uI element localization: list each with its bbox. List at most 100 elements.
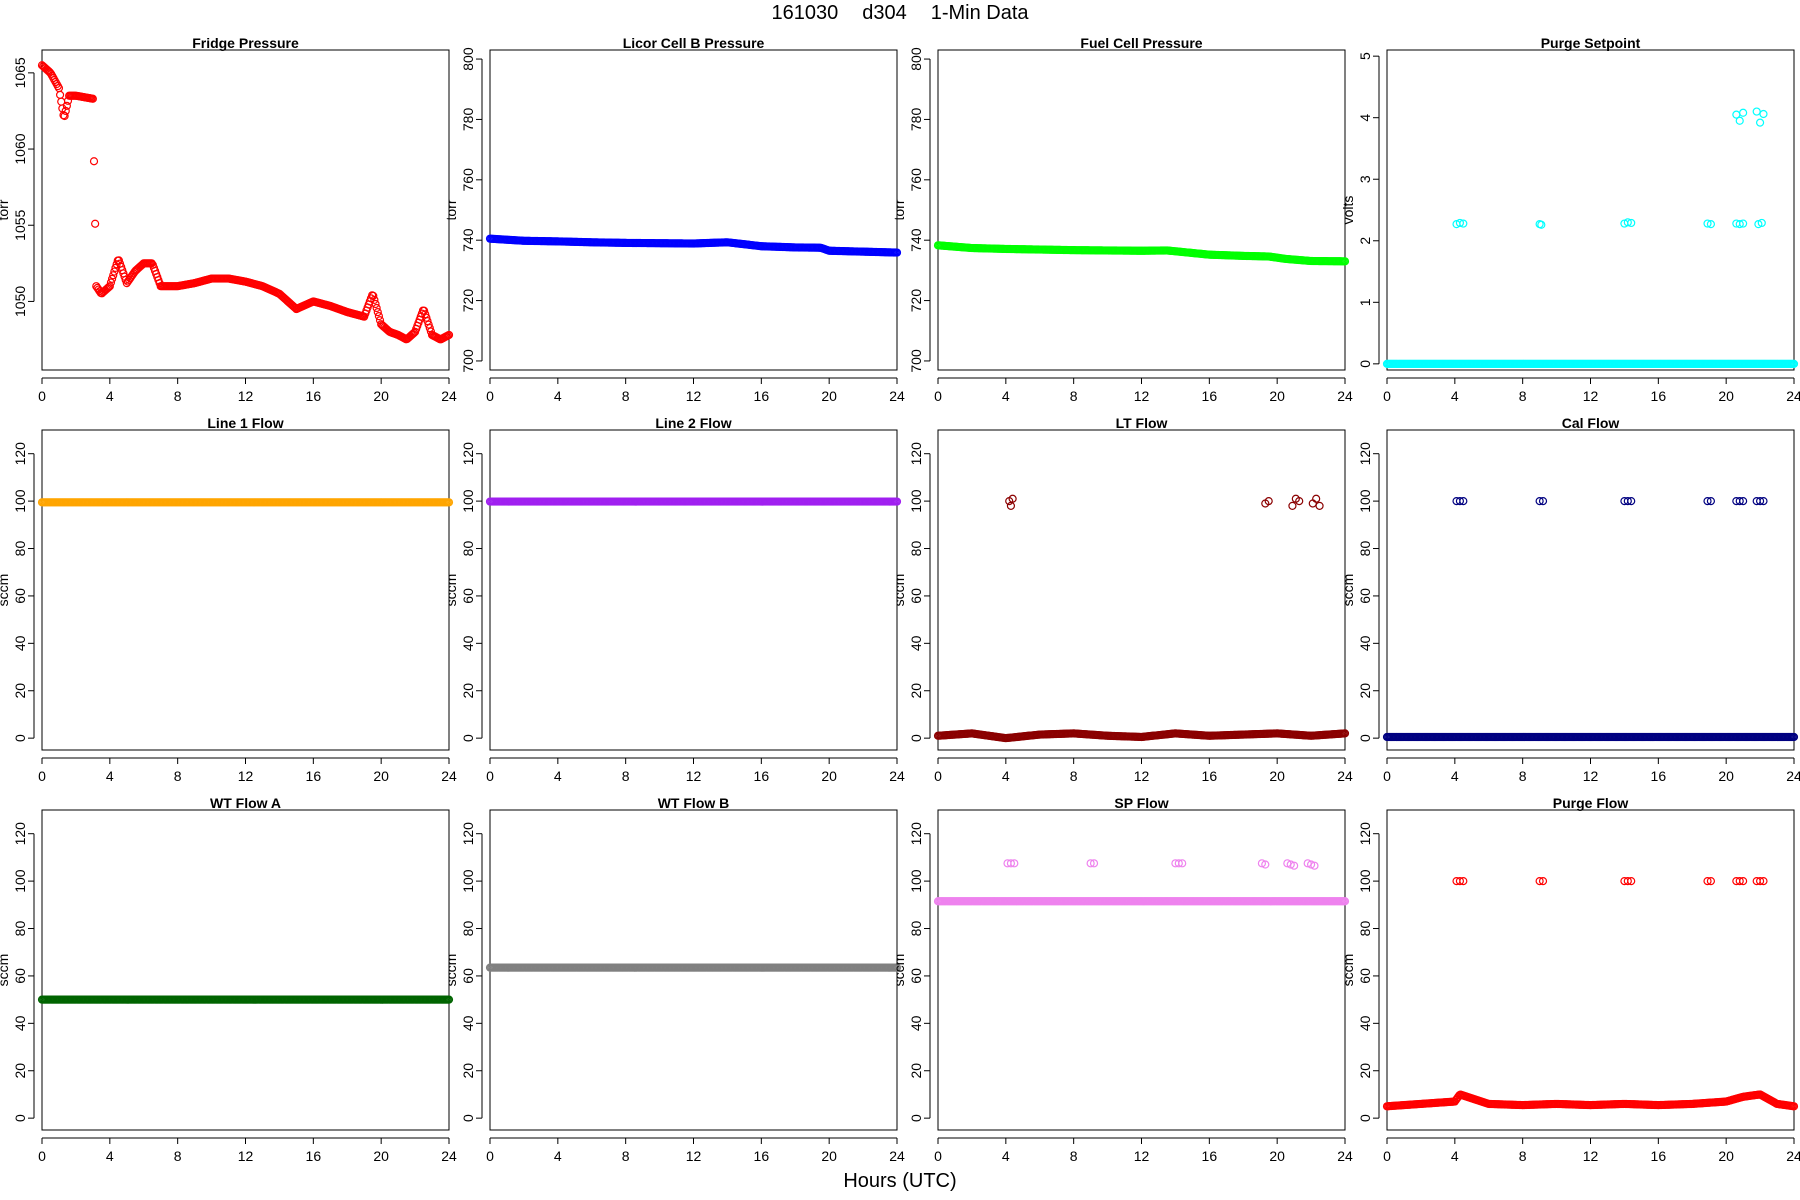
x-axis: 0 4 8 12 16 20 24 xyxy=(934,757,1353,784)
y-tick-label: 20 xyxy=(908,1063,924,1079)
x-tick-label: 12 xyxy=(1583,388,1599,404)
plot-frame xyxy=(489,429,898,751)
x-tick-label: 12 xyxy=(238,1148,254,1164)
y-axis-label: sccm xyxy=(891,574,907,607)
data-point xyxy=(372,303,381,313)
data-point xyxy=(369,291,378,300)
y-tick-label: 100 xyxy=(1357,489,1373,513)
y-tick-label: 760 xyxy=(460,168,476,192)
data-point xyxy=(104,283,113,292)
x-axis: 0 4 8 12 16 20 24 xyxy=(38,377,457,404)
series-2 xyxy=(1452,497,1768,506)
series-2 xyxy=(1452,877,1768,886)
y-tick-label: 720 xyxy=(908,289,924,313)
panel-title: SP Flow xyxy=(1114,795,1168,811)
series-1 xyxy=(1382,732,1799,742)
y-tick-label: 0 xyxy=(12,734,28,742)
x-tick-label: 24 xyxy=(441,1148,457,1164)
x-axis: 0 4 8 12 16 20 24 xyxy=(38,1137,457,1164)
y-tick-label: 20 xyxy=(12,1063,28,1079)
x-tick-label: 0 xyxy=(38,1148,46,1164)
data-point xyxy=(147,259,156,268)
y-tick-label: 740 xyxy=(908,228,924,252)
panel-title: Licor Cell B Pressure xyxy=(623,35,765,51)
plot-frame xyxy=(489,49,898,371)
y-tick-label: 20 xyxy=(460,1063,476,1079)
y-tick-label: 4 xyxy=(1357,114,1373,122)
y-tick-label: 120 xyxy=(908,822,924,846)
x-tick-label: 0 xyxy=(1383,388,1391,404)
y-tick-label: 60 xyxy=(460,968,476,984)
data-point xyxy=(444,498,454,507)
title-date: 161030 xyxy=(771,2,839,24)
x-tick-label: 8 xyxy=(622,1148,630,1164)
x-tick-label: 24 xyxy=(441,388,457,404)
x-tick-label: 16 xyxy=(1202,388,1218,404)
x-tick-label: 16 xyxy=(1202,1148,1218,1164)
y-tick-label: 3 xyxy=(1357,175,1373,183)
x-tick-label: 20 xyxy=(1269,388,1285,404)
y-tick-label: 1 xyxy=(1357,298,1373,306)
x-tick-label: 4 xyxy=(106,388,114,404)
plot-frame xyxy=(41,429,450,751)
x-tick-label: 16 xyxy=(1651,768,1667,784)
y-axis-label: sccm xyxy=(891,954,907,987)
y-tick-label: 80 xyxy=(908,921,924,937)
x-tick-label: 0 xyxy=(934,388,942,404)
y-tick-label: 80 xyxy=(460,541,476,557)
x-tick-label: 12 xyxy=(1583,768,1599,784)
y-tick-label: 800 xyxy=(460,47,476,71)
y-axis-label: torr xyxy=(0,199,11,220)
x-axis: 0 4 8 12 16 20 24 xyxy=(1383,757,1800,784)
x-tick-label: 12 xyxy=(1134,1148,1150,1164)
x-tick-label: 20 xyxy=(1718,768,1734,784)
data-point xyxy=(1623,218,1632,227)
data-point xyxy=(409,328,419,338)
x-tick-label: 0 xyxy=(1383,768,1391,784)
panel-title: Cal Flow xyxy=(1562,415,1620,431)
x-tick-label: 16 xyxy=(1651,1148,1667,1164)
series-1 xyxy=(1382,359,1799,368)
y-tick-label: 40 xyxy=(908,1015,924,1031)
y-axis-label: torr xyxy=(443,199,459,220)
x-tick-label: 24 xyxy=(889,768,905,784)
x-tick-label: 4 xyxy=(554,1148,562,1164)
y-tick-label: 80 xyxy=(460,921,476,937)
y-tick-label: 100 xyxy=(460,869,476,893)
data-point xyxy=(1789,359,1799,368)
x-tick-label: 8 xyxy=(622,388,630,404)
x-axis: 0 4 8 12 16 20 24 xyxy=(1383,1137,1800,1164)
panel-title: LT Flow xyxy=(1116,415,1168,431)
data-point xyxy=(1455,218,1465,228)
y-tick-label: 0 xyxy=(908,734,924,742)
y-axis-label: sccm xyxy=(1340,574,1356,607)
data-point xyxy=(60,111,69,121)
x-tick-label: 4 xyxy=(1451,1148,1459,1164)
x-tick-label: 24 xyxy=(1786,1148,1800,1164)
data-point xyxy=(1627,218,1636,228)
data-point xyxy=(1315,501,1324,510)
y-tick-label: 40 xyxy=(908,635,924,651)
series-1 xyxy=(37,995,454,1004)
y-tick-label: 60 xyxy=(908,588,924,604)
x-tick-label: 24 xyxy=(1337,388,1353,404)
x-tick-label: 8 xyxy=(174,768,182,784)
data-point xyxy=(892,248,902,257)
x-tick-label: 20 xyxy=(1718,1148,1734,1164)
y-tick-label: 20 xyxy=(460,683,476,699)
y-tick-label: 700 xyxy=(908,349,924,373)
y-tick-label: 700 xyxy=(460,349,476,373)
y-tick-label: 80 xyxy=(12,921,28,937)
x-tick-label: 4 xyxy=(1002,1148,1010,1164)
y-axis-label: sccm xyxy=(0,954,11,987)
y-tick-label: 0 xyxy=(1357,360,1373,368)
